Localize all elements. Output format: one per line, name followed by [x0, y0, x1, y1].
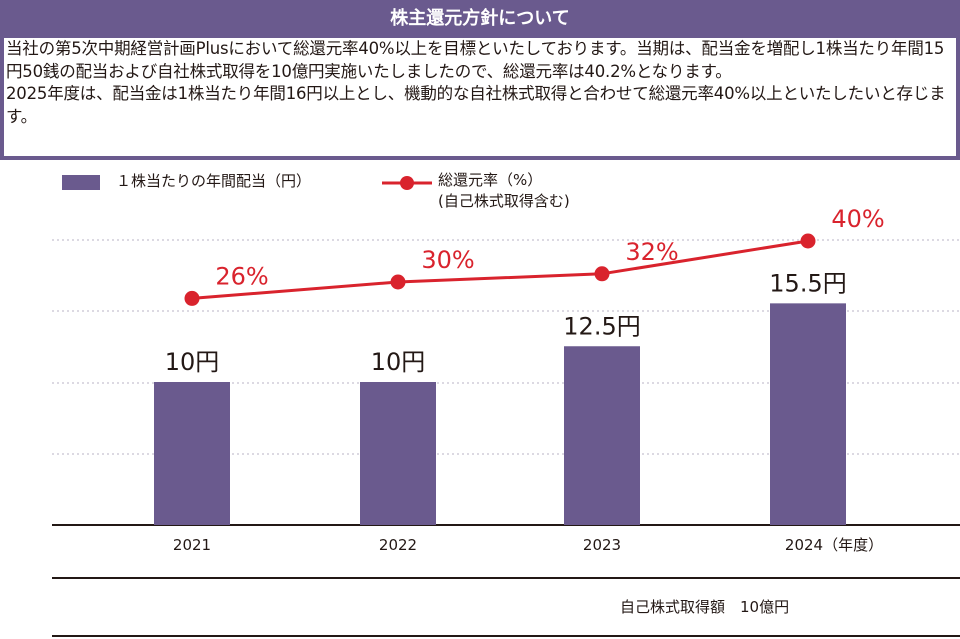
x-tick-label: 2021: [173, 536, 211, 554]
return-ratio-label: 26%: [215, 262, 268, 290]
footer-divider-top: [52, 577, 960, 579]
legend-line-label: 総還元率（%） (自己株式取得含む): [438, 170, 570, 212]
bar-value-label: 10円: [371, 348, 426, 376]
x-tick-label: 2024（年度）: [785, 536, 883, 554]
legend-line-marker: [400, 176, 414, 190]
return-ratio-point: [800, 233, 816, 249]
return-ratio-line: [191, 239, 809, 300]
bar-value-label: 10円: [165, 348, 220, 376]
bar-2021: [154, 382, 230, 525]
bar-2024: [770, 303, 846, 525]
legend-line-title: 総還元率（%）: [438, 171, 543, 189]
intro-paragraph-2: 2025年度は、配当金は1株当たり年間16円以上とし、機動的な自社株式取得と合わ…: [6, 84, 946, 126]
intro-text-box: 当社の第5次中期経営計画Plusにおいて総還元率40%以上を目標といたしておりま…: [0, 38, 960, 160]
bar-2022: [360, 382, 436, 525]
x-tick-label: 2022: [379, 536, 417, 554]
return-ratio-label: 30%: [421, 246, 474, 274]
bar-2023: [564, 346, 640, 525]
x-tick-label: 2023: [583, 536, 621, 554]
bar-value-label: 15.5円: [769, 269, 846, 297]
bar-value-label: 12.5円: [563, 312, 640, 340]
intro-paragraph-1: 当社の第5次中期経営計画Plusにおいて総還元率40%以上を目標といたしておりま…: [6, 39, 945, 81]
section-header: 株主還元方針について: [0, 0, 960, 38]
footer-note: 自己株式取得額 10億円: [620, 598, 790, 616]
return-ratio-point: [184, 290, 200, 306]
legend-bar-swatch: [62, 175, 100, 190]
return-ratio-point: [594, 266, 610, 282]
legend-bar-label: １株当たりの年間配当（円）: [116, 172, 312, 190]
return-ratio-label: 40%: [831, 205, 884, 233]
return-ratio-label: 32%: [625, 238, 678, 266]
return-ratio-point: [390, 274, 406, 290]
legend-line-subtitle: (自己株式取得含む): [438, 192, 570, 210]
footer-divider-bottom: [52, 635, 960, 637]
